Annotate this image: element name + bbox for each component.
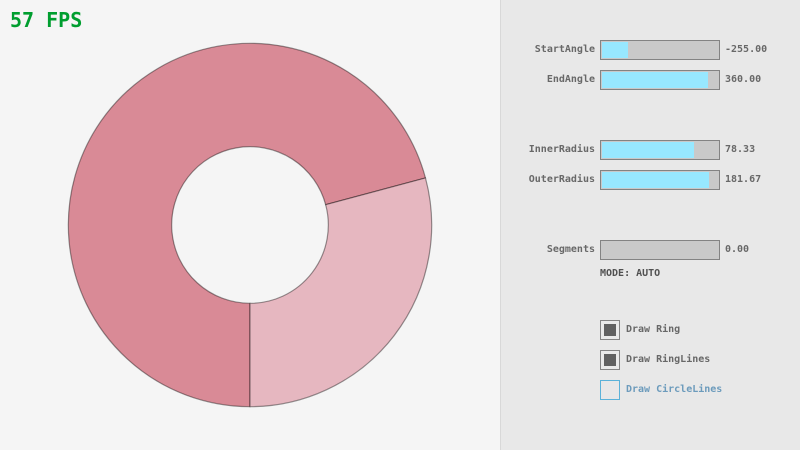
innerradius-row: InnerRadius 78.33	[501, 140, 800, 160]
ring-sector-dark	[67, 42, 427, 408]
endangle-value: 360.00	[725, 74, 762, 85]
endangle-row: EndAngle 360.00	[501, 70, 800, 90]
endangle-label: EndAngle	[546, 74, 595, 85]
innerradius-label: InnerRadius	[528, 144, 595, 155]
draw-circlelines-checkbox[interactable]	[600, 380, 620, 400]
outerradius-slider[interactable]	[600, 170, 720, 190]
outerradius-value: 181.67	[725, 174, 762, 185]
draw-circlelines-row: Draw CircleLines	[501, 380, 800, 400]
startangle-row: StartAngle -255.00	[501, 40, 800, 60]
innerradius-slider[interactable]	[600, 140, 720, 160]
draw-ring-row: Draw Ring	[501, 320, 800, 340]
segments-label: Segments	[546, 244, 595, 255]
innerradius-value: 78.33	[725, 144, 756, 155]
check-mark	[604, 354, 616, 366]
startangle-value: -255.00	[725, 44, 768, 55]
startangle-label: StartAngle	[534, 44, 595, 55]
controls-panel: StartAngle -255.00 EndAngle 360.00 Inner…	[500, 0, 800, 450]
ring-sector-light	[249, 177, 433, 408]
check-mark	[604, 324, 616, 336]
segments-slider[interactable]	[600, 240, 720, 260]
draw-ring-checkbox[interactable]	[600, 320, 620, 340]
endangle-slider[interactable]	[600, 70, 720, 90]
draw-ringlines-row: Draw RingLines	[501, 350, 800, 370]
draw-ring-label: Draw Ring	[626, 324, 681, 335]
innerradius-slider-fill	[602, 142, 695, 158]
outerradius-slider-fill	[602, 172, 710, 188]
segments-value: 0.00	[725, 244, 750, 255]
mode-status-text: MODE: AUTO	[600, 268, 661, 279]
outerradius-row: OuterRadius 181.67	[501, 170, 800, 190]
endangle-slider-fill	[602, 72, 709, 88]
draw-ringlines-checkbox[interactable]	[600, 350, 620, 370]
fps-counter: 57 FPS	[10, 8, 83, 32]
startangle-slider-fill	[602, 42, 628, 58]
startangle-slider[interactable]	[600, 40, 720, 60]
draw-ringlines-label: Draw RingLines	[626, 354, 711, 365]
segments-row: Segments 0.00	[501, 240, 800, 260]
outerradius-label: OuterRadius	[528, 174, 595, 185]
draw-circlelines-label: Draw CircleLines	[626, 384, 723, 395]
